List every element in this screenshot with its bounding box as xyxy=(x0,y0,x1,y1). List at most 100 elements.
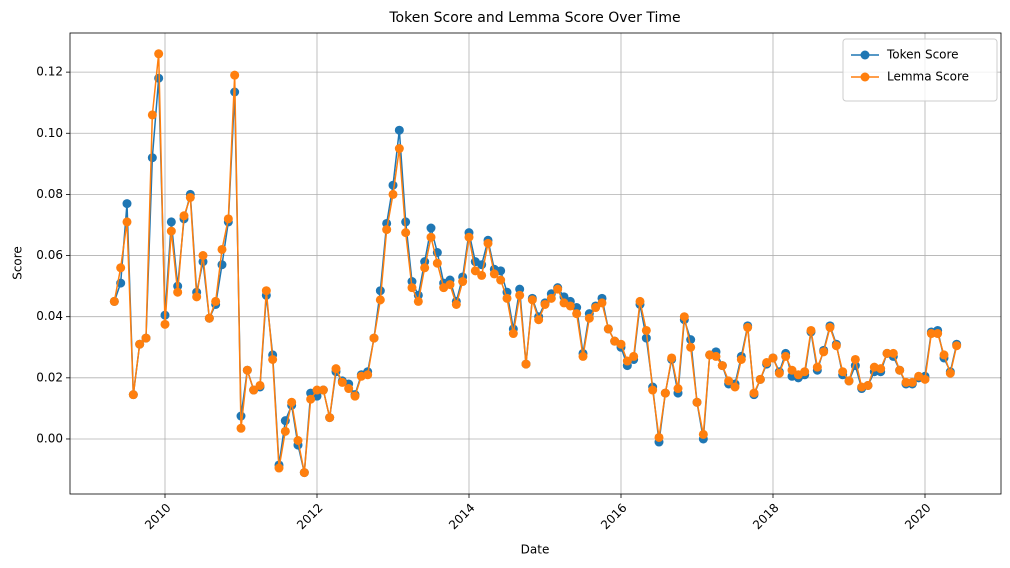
data-point xyxy=(508,329,518,339)
data-point xyxy=(109,296,119,306)
data-point xyxy=(217,244,227,254)
data-point xyxy=(629,351,639,361)
data-point xyxy=(939,350,949,360)
data-point xyxy=(876,364,886,374)
data-point xyxy=(546,293,556,303)
data-point xyxy=(888,348,898,358)
data-point xyxy=(401,228,411,238)
data-point xyxy=(692,397,702,407)
data-point xyxy=(369,333,379,343)
data-point xyxy=(426,223,436,233)
data-point xyxy=(268,354,278,364)
data-point xyxy=(477,270,487,280)
legend-label: Lemma Score xyxy=(887,70,969,84)
legend: Token Score Lemma Score xyxy=(842,38,998,102)
data-point xyxy=(850,354,860,364)
y-tick-label: 0.00 xyxy=(36,431,63,445)
data-point xyxy=(812,362,822,372)
data-point xyxy=(736,354,746,364)
data-point xyxy=(806,325,816,335)
data-point xyxy=(147,153,157,163)
legend-marker xyxy=(860,72,870,82)
data-point xyxy=(242,365,252,375)
data-point xyxy=(686,342,696,352)
data-point xyxy=(597,298,607,308)
data-point xyxy=(540,299,550,309)
data-point xyxy=(565,301,575,311)
x-axis-label: Date xyxy=(521,543,550,557)
data-point xyxy=(280,426,290,436)
data-point xyxy=(249,385,259,395)
data-point xyxy=(603,324,613,334)
data-point xyxy=(154,49,164,59)
data-point xyxy=(236,423,246,433)
data-point xyxy=(407,283,417,293)
data-point xyxy=(255,380,265,390)
data-point xyxy=(122,199,132,209)
data-point xyxy=(711,351,721,361)
data-point xyxy=(375,286,385,296)
data-point xyxy=(920,374,930,384)
data-point xyxy=(578,351,588,361)
data-point xyxy=(591,303,601,313)
data-point xyxy=(223,214,233,224)
data-point xyxy=(743,322,753,332)
data-point xyxy=(128,390,138,400)
y-tick-label: 0.12 xyxy=(36,65,63,79)
data-point xyxy=(135,339,145,349)
data-point xyxy=(496,275,506,285)
y-tick-label: 0.02 xyxy=(36,370,63,384)
data-point xyxy=(800,367,810,377)
data-point xyxy=(489,269,499,279)
data-point xyxy=(673,384,683,394)
data-point xyxy=(179,211,189,221)
data-point xyxy=(331,364,341,374)
data-point xyxy=(312,385,322,395)
data-point xyxy=(363,370,373,380)
data-point xyxy=(173,287,183,297)
data-point xyxy=(572,309,582,319)
data-point xyxy=(527,295,537,305)
data-point xyxy=(648,385,658,395)
chart-title: Token Score and Lemma Score Over Time xyxy=(388,10,680,26)
data-point xyxy=(654,432,664,442)
data-point xyxy=(762,358,772,368)
data-point xyxy=(261,286,271,296)
data-point xyxy=(420,263,430,273)
data-point xyxy=(337,377,347,387)
data-point xyxy=(230,70,240,80)
data-point xyxy=(926,329,936,339)
y-tick-label: 0.10 xyxy=(36,126,63,140)
data-point xyxy=(141,333,151,343)
data-point xyxy=(660,388,670,398)
data-point xyxy=(667,353,677,363)
data-point xyxy=(350,391,360,401)
data-point xyxy=(895,365,905,375)
data-point xyxy=(344,384,354,394)
data-point xyxy=(553,284,563,294)
data-point xyxy=(464,232,474,242)
data-point xyxy=(458,277,468,287)
data-point xyxy=(768,353,778,363)
data-point xyxy=(952,341,962,351)
data-point xyxy=(217,260,227,270)
plot-frame xyxy=(69,32,1002,495)
data-point xyxy=(116,263,126,273)
data-point xyxy=(901,377,911,387)
data-point xyxy=(724,376,734,386)
data-point xyxy=(781,351,791,361)
y-axis-label: Score xyxy=(11,246,25,280)
data-point xyxy=(451,299,461,309)
data-point xyxy=(198,251,208,261)
data-point xyxy=(755,374,765,384)
data-point xyxy=(515,290,525,300)
y-tick-label: 0.04 xyxy=(36,309,63,323)
y-tick-label: 0.08 xyxy=(36,187,63,201)
data-point xyxy=(166,226,176,236)
data-point xyxy=(641,325,651,335)
data-point xyxy=(160,319,170,329)
data-point xyxy=(382,225,392,235)
legend-marker xyxy=(860,50,870,60)
data-point xyxy=(616,339,626,349)
